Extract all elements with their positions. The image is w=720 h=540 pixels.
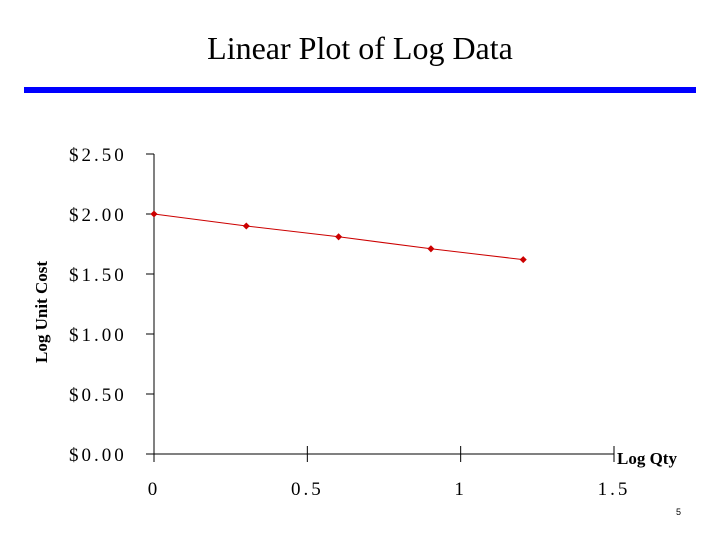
y-tick-label: $1.50 [69, 265, 127, 286]
x-axis-title: Log Qty [617, 449, 677, 468]
x-tick-label: 1.5 [598, 479, 631, 500]
y-tick-label: $0.00 [69, 445, 127, 466]
slide-title: Linear Plot of Log Data [207, 30, 513, 66]
page-number: 5 [676, 507, 682, 517]
y-axis-title: Log Unit Cost [32, 261, 51, 363]
y-tick-label: $1.00 [69, 325, 127, 346]
x-tick-label: 1 [454, 479, 467, 500]
x-tick-label: 0 [148, 479, 161, 500]
data-point [519, 256, 527, 264]
data-point [150, 210, 158, 218]
y-axis: $0.00 $0.50 $1.00 $1.50 $2.00 $2.50 [69, 145, 155, 466]
y-tick-label: $0.50 [69, 385, 127, 406]
y-tick-label: $2.00 [69, 205, 127, 226]
data-point [242, 222, 250, 230]
series-layer [150, 210, 527, 264]
data-point [427, 245, 435, 253]
y-tick-label: $2.50 [69, 145, 127, 166]
x-tick-label: 0.5 [291, 479, 324, 500]
x-axis: 0 0.5 1 1.5 [148, 446, 631, 500]
data-point [335, 233, 343, 241]
title-divider [24, 87, 696, 93]
